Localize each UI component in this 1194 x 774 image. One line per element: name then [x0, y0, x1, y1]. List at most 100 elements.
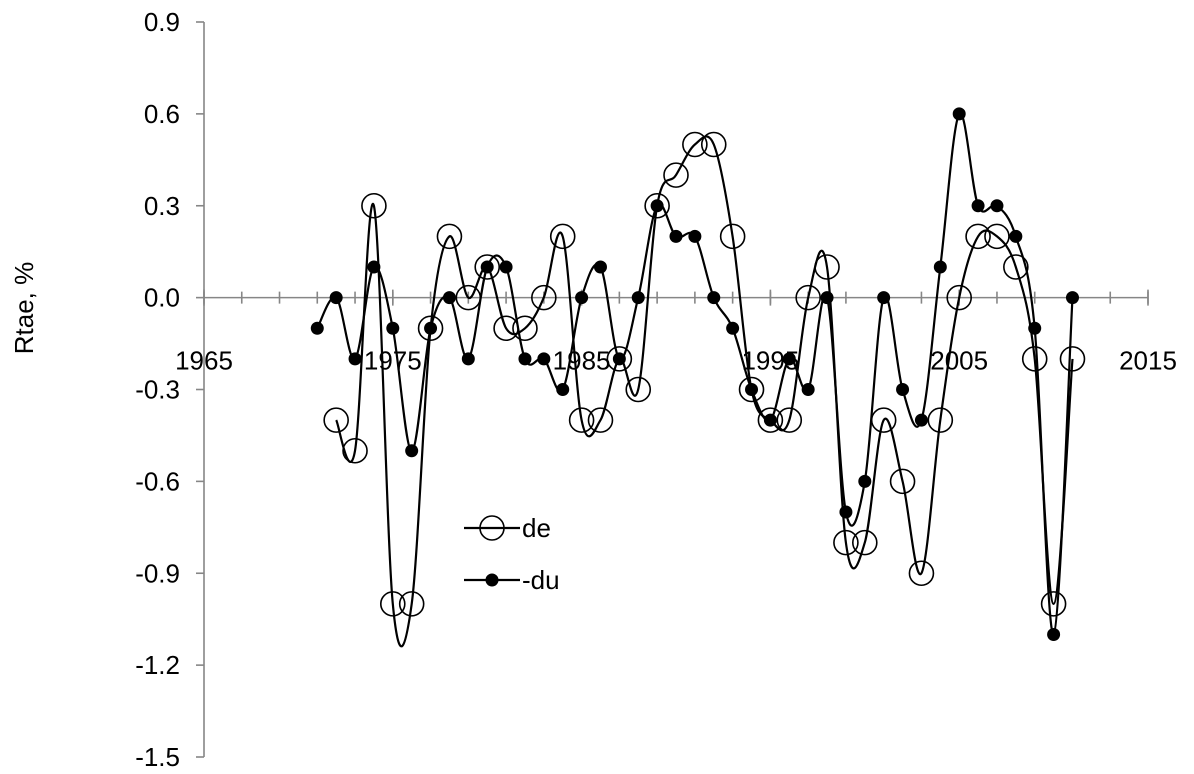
- data-point: [896, 383, 910, 396]
- legend-label: -du: [522, 565, 560, 595]
- data-point: [908, 560, 935, 587]
- data-point: [1065, 291, 1079, 305]
- data-point: [405, 444, 419, 458]
- data-point: [757, 407, 784, 433]
- data-point: [631, 291, 645, 305]
- data-point: [568, 407, 595, 433]
- data-point: [398, 591, 425, 617]
- data-point: [1047, 628, 1061, 641]
- data-point: [738, 376, 765, 403]
- data-point: [575, 291, 589, 305]
- x-axis-ticks: 1965 1975 1985 1995 2005 2015: [175, 289, 1177, 376]
- data-point: [851, 529, 878, 556]
- data-point: [348, 352, 362, 366]
- data-point: [417, 315, 444, 342]
- y-tick-label: 0.9: [144, 7, 180, 37]
- data-point: [889, 468, 916, 495]
- data-point: [927, 407, 954, 433]
- data-point: [801, 383, 815, 396]
- data-point: [763, 413, 777, 427]
- data-point: [990, 199, 1004, 213]
- data-point: [644, 192, 670, 219]
- data-point: [707, 291, 721, 305]
- data-point: [663, 162, 689, 188]
- axes: 0.9 0.6 0.3 0.0 -0.3 -0.6 -0.9 -1.2 -1.5 1965 197…: [135, 7, 1177, 772]
- data-point: [480, 260, 494, 274]
- data-point: [1009, 229, 1023, 243]
- data-point: [424, 321, 438, 335]
- data-point: [606, 346, 633, 372]
- data-point: [556, 383, 570, 396]
- data-point: [726, 321, 740, 335]
- data-point: [518, 352, 532, 366]
- data-point: [310, 321, 324, 335]
- data-point: [436, 223, 463, 250]
- series-layer: [310, 107, 1086, 648]
- legend-item: -du: [464, 565, 560, 595]
- data-point: [669, 229, 683, 243]
- data-point: [795, 284, 821, 311]
- legend-item: de: [464, 513, 551, 543]
- legend-label: de: [522, 513, 551, 543]
- y-axis-ticks: 0.9 0.6 0.3 0.0 -0.3 -0.6 -0.9 -1.2 -1.5: [135, 7, 204, 772]
- y-tick-label: -0.6: [135, 466, 180, 496]
- data-point: [833, 529, 859, 556]
- legend: de -du: [464, 513, 560, 595]
- data-point: [782, 352, 796, 366]
- data-point: [682, 131, 708, 158]
- data-point: [688, 229, 702, 243]
- data-point: [984, 223, 1010, 250]
- series-du: [310, 107, 1079, 641]
- data-point: [650, 199, 664, 213]
- series-line: [335, 135, 1074, 648]
- data-point: [1021, 346, 1048, 372]
- data-point: [342, 437, 368, 464]
- data-point: [952, 107, 966, 121]
- data-point: [914, 413, 928, 427]
- data-point: [1040, 591, 1067, 617]
- data-point: [745, 383, 759, 396]
- y-tick-label: -0.9: [135, 558, 180, 588]
- x-tick-label: 2015: [1119, 346, 1177, 376]
- data-point: [814, 254, 840, 280]
- data-point: [323, 407, 349, 433]
- data-point: [379, 591, 406, 617]
- y-tick-label: -0.3: [135, 375, 180, 405]
- data-point: [1028, 321, 1042, 335]
- data-point: [700, 131, 727, 158]
- data-point: [549, 223, 576, 250]
- data-point: [499, 260, 513, 274]
- data-point: [839, 505, 853, 519]
- data-point: [965, 223, 991, 250]
- legend-marker: [485, 573, 499, 587]
- y-tick-label: -1.5: [135, 742, 180, 772]
- data-point: [442, 291, 456, 305]
- data-point: [1059, 346, 1086, 372]
- data-point: [946, 284, 973, 311]
- data-point: [512, 315, 538, 342]
- x-tick-label: 1975: [364, 346, 422, 376]
- series-de: [323, 131, 1086, 648]
- legend-marker: [479, 515, 505, 541]
- x-tick-label: 2005: [930, 346, 988, 376]
- data-point: [587, 407, 614, 433]
- data-point: [776, 407, 803, 433]
- data-point: [625, 376, 652, 403]
- data-point: [971, 199, 985, 213]
- x-tick-label: 1985: [553, 346, 611, 376]
- data-point: [593, 260, 607, 274]
- data-point: [858, 474, 872, 488]
- data-point: [329, 291, 343, 305]
- y-tick-label: -1.2: [135, 650, 180, 680]
- data-point: [367, 260, 381, 274]
- data-point: [474, 254, 501, 280]
- data-point: [877, 291, 891, 305]
- data-point: [461, 352, 475, 366]
- data-point: [1003, 254, 1029, 280]
- data-point: [820, 291, 834, 305]
- data-point: [719, 223, 746, 250]
- data-point: [537, 352, 551, 366]
- x-tick-label: 1965: [175, 346, 233, 376]
- y-axis-title: Rtae, %: [9, 262, 39, 355]
